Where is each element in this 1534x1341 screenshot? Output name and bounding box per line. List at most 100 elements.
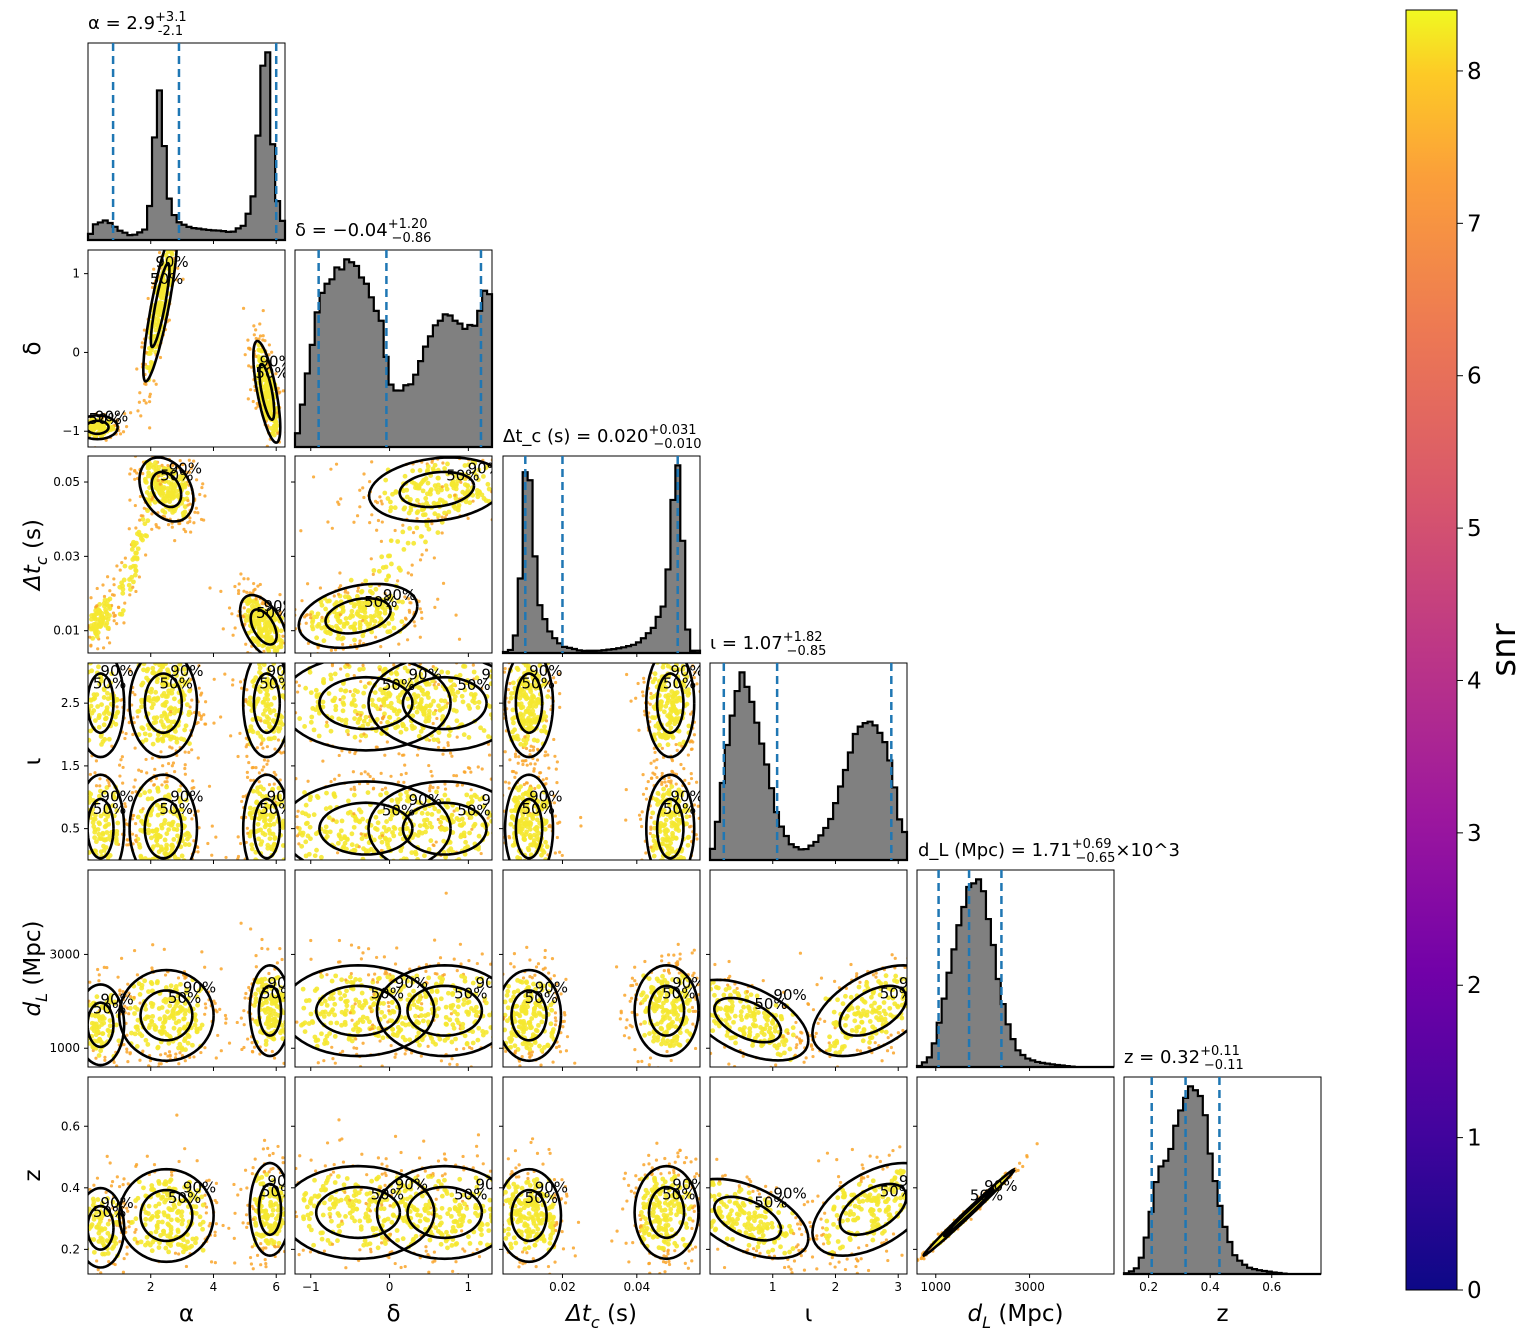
contour-label: 90% [672,1175,705,1193]
contour-label: 50% [93,1203,126,1221]
contour-label: 90% [535,1178,568,1196]
panel-frame [294,455,493,654]
contour-90pct [375,963,492,1058]
histogram-bars [86,51,287,242]
scatter-panel-z-vs-alpha: 50%90% 50%90%50%90% [87,1076,286,1275]
contour-50pct [647,1185,686,1240]
x-axis-label-dtc: Δtc (s) [564,1301,637,1332]
contour-label: 90% [100,1194,133,1212]
contour-label: 50% [160,800,193,818]
colorbar-tick-label: 2 [1467,973,1482,999]
histogram-bars [708,671,909,862]
scatter-panel-dtc-vs-delta: 50%90%50%90% [294,455,501,654]
contour-90pct [241,663,285,759]
contour-90pct [375,1164,492,1261]
scatter-panel-delta-vs-alpha: 50%90%50%90%50%90% [87,249,293,448]
colorbar-tick-label: 0 [1467,1278,1482,1304]
y-tick-label-delta: 1 [72,267,80,281]
contour-50pct [258,362,276,422]
contour-90pct [117,968,215,1063]
contour-label: 90% [773,1185,806,1203]
contour-50pct [139,1188,194,1243]
contour-90pct [503,1167,563,1264]
contour-label: 50% [259,674,292,692]
x-axis-label-dL: dL (Mpc) [968,1301,1064,1332]
panel-frame [709,1076,908,1275]
scatter-panel-z-vs-delta: 50%90%50%90% [294,1076,509,1275]
contour-90pct [811,1161,907,1258]
contour-label: 50% [880,984,913,1002]
contour-50pct [88,1204,115,1251]
contour-50pct [510,989,548,1042]
contour-50pct [510,1188,548,1243]
contour-50pct [314,1185,402,1240]
contour-50pct [712,1195,783,1242]
contour-label: 50% [93,800,126,818]
contour-label: 90% [260,352,293,370]
contour-label: 90% [535,979,568,997]
contour-90pct [241,773,285,860]
contour-90pct [88,414,119,441]
contour-90pct [238,593,285,653]
contour-label: 50% [525,1189,558,1207]
contour-90pct [710,1177,810,1260]
y-tick-label-iota: 1.5 [61,759,80,773]
y-axis-label-dtc: Δtc (s) [20,519,51,592]
contour-50pct [401,801,488,856]
contour-90pct [251,339,282,444]
histogram-title-dtc: Δt_c (s) = 0.020+0.031 −0.010 [503,423,701,452]
contour-label: 90% [899,974,932,992]
contour-label: 90% [383,586,416,604]
contour-label: 50% [255,364,288,382]
contour-90pct [248,1161,285,1258]
contour-label: 90% [481,791,514,809]
y-tick-label-dL: 1000 [49,1041,80,1055]
contour-90pct [248,963,285,1058]
contour-50pct [139,989,194,1042]
contour-50pct [942,1187,996,1238]
contour-90pct [295,1164,436,1261]
contour-90pct [297,582,419,650]
contour-label: 90% [267,974,300,992]
panel-frame [916,1076,1115,1275]
contour-label: 90% [899,1172,932,1190]
contour-50pct [514,797,544,860]
contour-label: 90% [264,597,297,615]
scatter-panel-dL-vs-delta: 50%90%50%90% [294,869,493,1068]
contour-50pct [252,797,282,860]
x-tick-label-z: 0.4 [1201,1280,1220,1294]
panel-frame [294,1076,493,1275]
histogram-bars [501,464,702,655]
contour-label: 90% [169,460,202,478]
contour-90pct [503,773,555,860]
panel-frame [87,1076,286,1275]
x-tick-label-iota: 1 [769,1280,777,1294]
contour-90pct [367,456,492,523]
contour-50pct [324,596,392,635]
x-tick-label-z: 0.2 [1139,1280,1158,1294]
histogram-title-alpha: α = 2.9+3.1 -2.1 [88,10,187,39]
histogram-panel-alpha: α = 2.9+3.1 -2.1 [86,10,287,242]
contour-label: 50% [382,802,415,820]
histogram-title-dL: d_L (Mpc) = 1.71+0.69 −0.65×10^3 [918,837,1180,866]
contour-label: 50% [522,800,555,818]
contour-label: 90% [672,974,705,992]
contour-50pct [88,797,115,860]
contour-50pct [143,672,184,735]
y-tick-label-iota: 2.5 [61,696,80,710]
y-tick-label-dtc: 0.03 [53,549,80,563]
contour-label: 90% [476,1175,509,1193]
y-tick-label-dtc: 0.05 [53,475,80,489]
x-tick-label-dL: 1000 [920,1280,951,1294]
y-axis-label-z: z [20,1169,46,1181]
histogram-title-iota: ι = 1.07+1.82 −0.85 [710,630,826,659]
y-tick-label-z: 0.6 [61,1119,80,1133]
contour-label: 90% [468,460,501,478]
contour-90pct [128,773,199,860]
contour-label: 50% [160,674,193,692]
contour-50pct [655,797,685,860]
x-tick-label-alpha: 6 [272,1280,280,1294]
contour-label: 90% [529,788,562,806]
contour-label: 50% [662,984,695,1002]
